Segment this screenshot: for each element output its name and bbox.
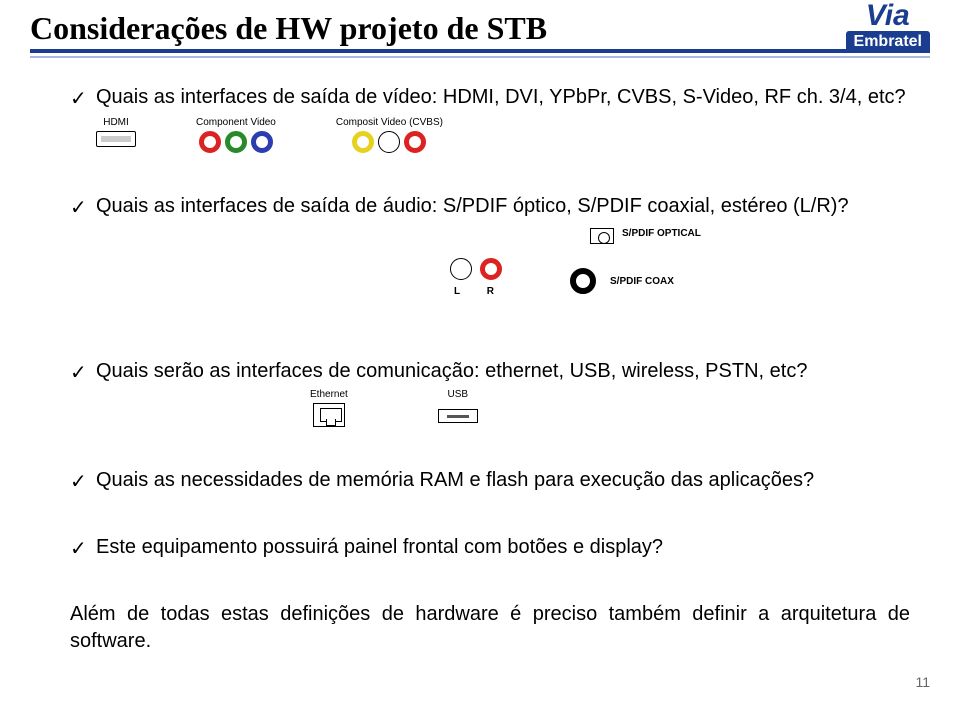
check-icon: ✓ — [70, 86, 87, 113]
bullet-block-5: ✓ Este equipamento possuirá painel front… — [70, 534, 910, 561]
spdif-optical-label: S/PDIF OPTICAL — [622, 228, 701, 239]
composite-ring-red — [404, 131, 426, 153]
ethernet-group: Ethernet — [310, 389, 348, 427]
component-ring-red — [199, 131, 221, 153]
ethernet-label: Ethernet — [310, 389, 348, 400]
slide-content: ✓ Quais as interfaces de saída de vídeo:… — [0, 64, 960, 655]
component-ring-blue — [251, 131, 273, 153]
bullet-5: ✓ Este equipamento possuirá painel front… — [70, 534, 910, 561]
stripe-light — [30, 56, 930, 58]
composite-rings — [352, 131, 426, 153]
check-icon: ✓ — [70, 195, 87, 222]
composite-label: Composit Video (CVBS) — [336, 117, 443, 128]
bullet-block-6: Além de todas estas definições de hardwa… — [70, 601, 910, 655]
audio-connectors: L R S/PDIF OPTICAL S/PDIF COAX — [450, 228, 710, 318]
stripe-dark — [30, 49, 930, 53]
bullet-2: ✓ Quais as interfaces de saída de áudio:… — [70, 193, 910, 220]
comm-connectors-row: Ethernet USB — [70, 389, 910, 427]
bullet-3: ✓ Quais serão as interfaces de comunicaç… — [70, 358, 910, 385]
component-group: Component Video — [196, 117, 276, 153]
composite-ring-yellow — [352, 131, 374, 153]
video-connectors-row: HDMI Component Video Composit Video (CVB… — [70, 117, 910, 153]
lr-right-ring — [480, 258, 502, 280]
component-ring-green — [225, 131, 247, 153]
bullet-4: ✓ Quais as necessidades de memória RAM e… — [70, 467, 910, 494]
page-number: 11 — [915, 674, 930, 690]
bullet-2-text: Quais as interfaces de saída de áudio: S… — [96, 195, 849, 217]
slide-title: Considerações de HW projeto de STB — [30, 10, 930, 47]
spdif-coax-icon — [570, 268, 596, 294]
bullet-3-text: Quais serão as interfaces de comunicação… — [96, 360, 807, 382]
logo-embratel-text: Embratel — [846, 31, 930, 53]
lr-left-ring — [450, 258, 472, 280]
lr-labels: L R — [454, 286, 506, 297]
bullet-1-text: Quais as interfaces de saída de vídeo: H… — [96, 86, 906, 108]
component-rings — [199, 131, 273, 153]
check-icon: ✓ — [70, 360, 87, 387]
bullet-4-text: Quais as necessidades de memória RAM e f… — [96, 469, 814, 491]
spdif-optical-icon — [590, 228, 614, 244]
bullet-block-3: ✓ Quais serão as interfaces de comunicaç… — [70, 358, 910, 427]
composite-ring-white — [378, 131, 400, 153]
usb-group: USB — [438, 389, 478, 423]
bullet-block-2: ✓ Quais as interfaces de saída de áudio:… — [70, 193, 910, 318]
hdmi-port-icon — [96, 131, 136, 147]
hdmi-label: HDMI — [103, 117, 129, 128]
header-stripes — [30, 49, 930, 58]
spdif-coax-label: S/PDIF COAX — [610, 276, 674, 287]
brand-logo: Via Embratel — [846, 2, 930, 53]
bullet-6-text: Além de todas estas definições de hardwa… — [70, 603, 910, 652]
component-label: Component Video — [196, 117, 276, 128]
hdmi-group: HDMI — [96, 117, 136, 147]
usb-label: USB — [448, 389, 469, 400]
check-icon: ✓ — [70, 469, 87, 496]
bullet-block-1: ✓ Quais as interfaces de saída de vídeo:… — [70, 84, 910, 153]
slide-header: Considerações de HW projeto de STB Via E… — [0, 0, 960, 64]
bullet-6: Além de todas estas definições de hardwa… — [70, 601, 910, 655]
composite-group: Composit Video (CVBS) — [336, 117, 443, 153]
logo-via-text: Via — [846, 2, 930, 29]
usb-port-icon — [438, 409, 478, 423]
bullet-5-text: Este equipamento possuirá painel frontal… — [96, 536, 663, 558]
bullet-block-4: ✓ Quais as necessidades de memória RAM e… — [70, 467, 910, 494]
ethernet-port-icon — [313, 403, 345, 427]
check-icon: ✓ — [70, 536, 87, 563]
bullet-1: ✓ Quais as interfaces de saída de vídeo:… — [70, 84, 910, 111]
